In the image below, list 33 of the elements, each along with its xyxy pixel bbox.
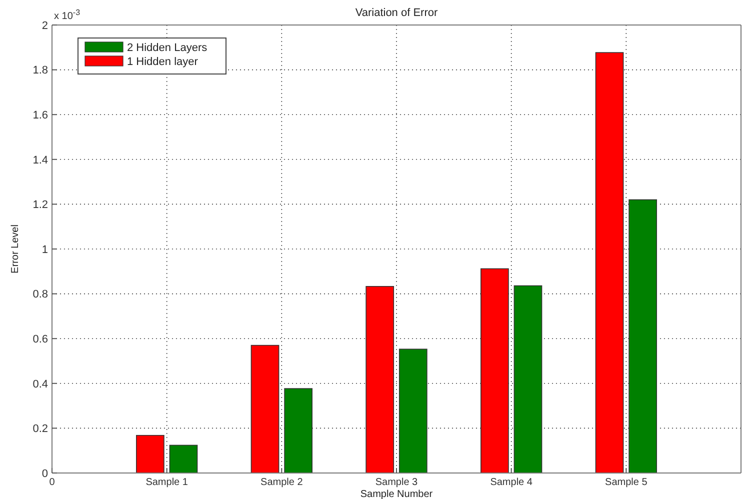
- x-tick-label: Sample 3: [375, 477, 418, 488]
- bar: [366, 286, 394, 474]
- bar: [480, 268, 509, 474]
- x-tick-label: Sample 5: [605, 477, 648, 488]
- y-tick-label: 1.6: [32, 109, 48, 122]
- bar: [169, 444, 198, 474]
- bar: [514, 285, 542, 474]
- y-axis-title: Error Level: [10, 224, 21, 274]
- y-tick-label: 0.8: [32, 288, 48, 301]
- bar: [284, 388, 312, 474]
- y-tick-label: 2: [42, 20, 48, 32]
- legend-label: 2 Hidden Layers: [127, 42, 208, 54]
- x-tick-label: Sample 4: [490, 477, 533, 488]
- y-tick-label: 0: [42, 468, 48, 480]
- y-tick-label: 1.4: [32, 154, 48, 166]
- x-tick-label: 0: [49, 477, 56, 488]
- chart-title: Variation of Error: [355, 7, 438, 19]
- y-tick-label: 0.6: [32, 333, 48, 346]
- bar: [136, 434, 164, 474]
- y-tick-label: 0.2: [32, 423, 48, 436]
- bar: [398, 348, 428, 474]
- bar: [250, 344, 280, 474]
- y-tick-label: 1.2: [32, 199, 48, 212]
- y-tick-label: 0.4: [32, 378, 48, 390]
- bar: [595, 52, 624, 474]
- bar: [628, 199, 657, 474]
- x-axis-title: Sample Number: [360, 489, 434, 499]
- text: x 10$^{-3}$: [54, 8, 81, 22]
- x-tick-label: Sample 2: [260, 477, 304, 488]
- x-tick-label: Sample 1: [146, 477, 188, 488]
- y-tick-label: 1.8: [32, 64, 48, 77]
- legend-label: 1 Hidden layer: [127, 56, 198, 68]
- y-tick-label: 1: [42, 244, 48, 256]
